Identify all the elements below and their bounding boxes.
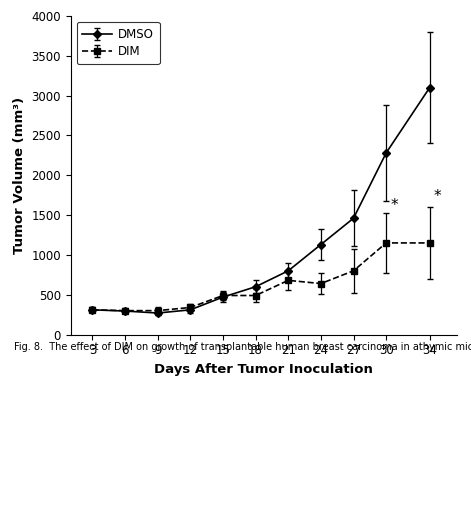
Text: *: * [390, 198, 398, 213]
Y-axis label: Tumor Volume (mm³): Tumor Volume (mm³) [13, 97, 26, 254]
Text: *: * [434, 189, 442, 204]
Legend: DMSO, DIM: DMSO, DIM [77, 22, 160, 64]
X-axis label: Days After Tumor Inoculation: Days After Tumor Inoculation [154, 363, 373, 376]
Text: Fig. 8.  The effect of DIM on growth of transplantable human breast carcinoma in: Fig. 8. The effect of DIM on growth of t… [14, 342, 471, 353]
